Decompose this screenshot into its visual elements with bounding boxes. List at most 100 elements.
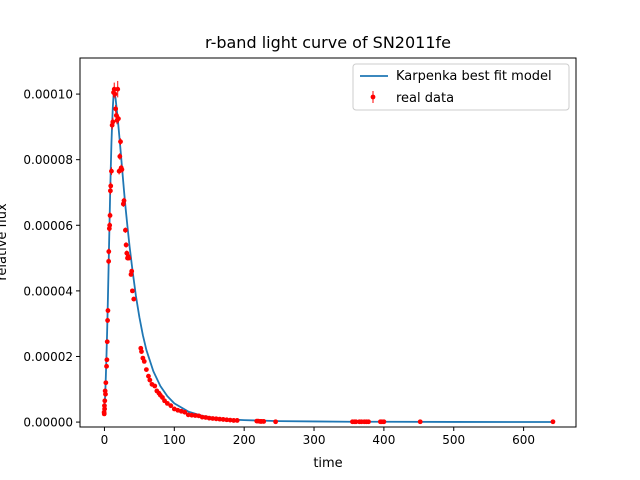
y-tick-label: 0.00002 (23, 350, 73, 364)
y-axis-ticks: 0.00000 0.00002 0.00004 0.00006 0.00008 0.000… (23, 88, 80, 430)
data-point (192, 413, 198, 418)
data-point-marker (108, 183, 114, 189)
data-point (227, 417, 233, 423)
data-point-marker (224, 417, 230, 423)
data-point-marker (227, 417, 233, 423)
data-point (234, 418, 240, 423)
data-point (104, 339, 110, 345)
data-point-marker (106, 249, 112, 254)
data-point-marker (101, 411, 107, 417)
data-point-marker (111, 86, 117, 92)
data-point-marker (102, 406, 107, 412)
data-point-marker (206, 415, 212, 421)
x-axis-ticks: 0 100 200 300 400 500 600 (101, 427, 535, 447)
data-point (101, 411, 107, 417)
data-point-marker (123, 242, 129, 248)
data-point-marker (381, 419, 387, 425)
data-point-marker (168, 403, 174, 409)
data-point (110, 117, 116, 127)
y-axis-label: relative flux (0, 203, 10, 281)
data-point-marker (106, 258, 112, 264)
data-point (139, 349, 144, 354)
data-point (152, 383, 158, 389)
data-point-marker (115, 86, 121, 92)
data-point (182, 409, 188, 415)
data-point-marker (210, 416, 216, 421)
data-point-marker (117, 154, 123, 159)
data-point-marker (231, 418, 237, 423)
data-point (206, 415, 212, 421)
data-point (119, 166, 125, 173)
data-point (261, 419, 267, 424)
data-point (168, 403, 174, 409)
data-point (417, 419, 423, 425)
x-axis-label: time (313, 456, 342, 471)
data-point (129, 268, 135, 274)
data-point-marker (353, 419, 359, 425)
data-point-marker (126, 255, 132, 261)
x-tick-label: 500 (442, 433, 465, 447)
legend: Karpenka best fit model real data (352, 63, 570, 111)
data-point (104, 357, 110, 363)
data-point (103, 391, 108, 397)
data-point-marker (112, 91, 118, 97)
data-point (129, 288, 135, 294)
data-point-marker (164, 400, 170, 406)
data-point (105, 317, 110, 324)
data-point (273, 419, 279, 425)
data-point-marker (143, 367, 149, 372)
data-point (131, 296, 137, 302)
data-point-marker (185, 412, 191, 418)
data-point (550, 419, 556, 425)
data-point-marker (131, 296, 137, 302)
legend-data-marker-swatch (370, 94, 376, 100)
data-point (106, 258, 112, 265)
data-point (366, 419, 371, 425)
data-point (220, 417, 226, 422)
data-point-marker (141, 359, 147, 364)
data-point-marker (139, 349, 144, 354)
data-point-marker (104, 357, 110, 363)
data-point (164, 400, 170, 406)
data-point (147, 377, 153, 383)
data-point (102, 406, 107, 412)
y-tick-label: 0.00004 (23, 284, 73, 298)
data-point (106, 248, 112, 255)
data-point (199, 414, 205, 420)
data-point (189, 412, 195, 418)
data-point-marker (366, 419, 371, 425)
x-tick-label: 600 (512, 433, 535, 447)
data-point-marker (107, 188, 113, 194)
data-point-marker (116, 116, 121, 122)
data-point-marker (182, 409, 188, 415)
data-point (116, 114, 121, 123)
data-point-marker (109, 168, 114, 174)
legend-model-label: Karpenka best fit model (396, 69, 552, 84)
data-point (107, 222, 113, 229)
data-point-marker (550, 419, 556, 425)
data-point (224, 417, 230, 423)
data-point (210, 416, 216, 421)
data-point (146, 373, 151, 379)
data-point-marker (129, 288, 135, 294)
data-point (117, 153, 123, 160)
x-tick-label: 200 (233, 433, 256, 447)
data-point (104, 363, 109, 369)
data-point-marker (107, 213, 113, 218)
data-point-marker (102, 398, 108, 404)
x-tick-label: 100 (163, 433, 186, 447)
data-point-marker (107, 222, 113, 228)
data-point (185, 412, 191, 418)
data-point (108, 182, 114, 190)
data-point (123, 242, 129, 248)
data-point-marker (189, 412, 195, 418)
data-point-marker (113, 106, 119, 112)
data-point-marker (261, 419, 267, 424)
y-tick-label: 0.00010 (23, 88, 73, 102)
data-point (143, 367, 149, 372)
data-point-marker (104, 339, 110, 345)
data-point-marker (147, 377, 153, 383)
legend-frame (352, 63, 570, 111)
plot-area (101, 80, 556, 425)
